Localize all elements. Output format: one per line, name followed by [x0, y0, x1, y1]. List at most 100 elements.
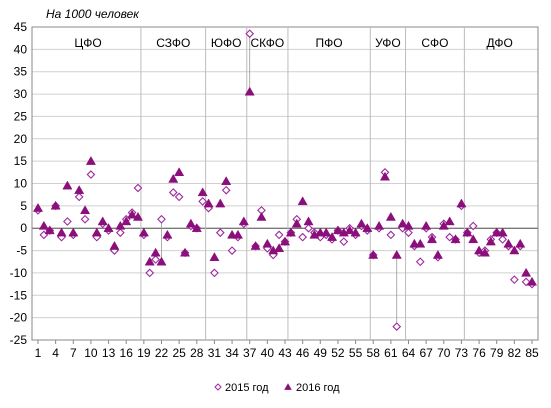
region-label: СФО [421, 36, 448, 50]
y-tick-label: 35 [14, 65, 28, 79]
point-2016 [256, 211, 267, 221]
point-2016 [250, 240, 261, 250]
point-2016 [321, 227, 332, 237]
region-label: ЮФО [211, 36, 242, 50]
point-2016 [344, 225, 355, 235]
point-2015 [274, 230, 284, 240]
point-2016 [203, 198, 214, 208]
x-tick-label: 28 [190, 346, 204, 360]
x-tick-label: 46 [296, 346, 310, 360]
y-tick-label: 20 [14, 132, 28, 146]
point-2016 [91, 227, 102, 237]
point-2016 [297, 196, 308, 206]
y-tick-label: -10 [10, 266, 28, 280]
point-2016 [462, 227, 473, 237]
point-2015 [63, 217, 72, 226]
point-2016 [138, 227, 149, 237]
point-2015 [168, 188, 178, 197]
point-2016 [362, 223, 373, 232]
point-2016 [115, 220, 126, 230]
point-2015 [415, 257, 425, 267]
x-tick-label: 82 [508, 346, 522, 360]
point-2016 [415, 238, 426, 248]
point-2016 [197, 187, 208, 197]
point-2016 [156, 256, 167, 266]
x-tick-label: 40 [261, 346, 275, 360]
point-2015 [157, 214, 166, 224]
point-2016 [509, 245, 520, 255]
point-2016 [191, 223, 202, 232]
point-2016 [285, 227, 296, 237]
point-2016 [350, 227, 361, 237]
point-2016 [444, 216, 455, 226]
legend-label-2015: 2015 год [225, 382, 269, 394]
point-2016 [356, 218, 367, 228]
region-label: ЦФО [74, 36, 101, 50]
region-dividers [140, 27, 465, 340]
point-2016 [150, 247, 161, 257]
y-tick-label: -25 [10, 333, 28, 347]
point-2015 [215, 228, 225, 238]
point-2016 [62, 180, 73, 190]
x-tick-label: 16 [120, 346, 134, 360]
point-2016 [162, 229, 173, 239]
x-tick-label: 79 [490, 346, 504, 360]
region-label: ДФО [486, 36, 512, 50]
point-2016 [327, 232, 338, 241]
grid-lines [31, 26, 539, 341]
point-2016 [391, 249, 402, 259]
point-2015 [115, 228, 125, 238]
point-2016 [109, 240, 120, 250]
y-tick-label: 15 [14, 154, 28, 168]
x-tick-label: 52 [331, 346, 345, 360]
point-2015 [521, 277, 531, 287]
point-2016 [232, 229, 243, 239]
point-2016 [127, 209, 138, 219]
point-2016 [438, 220, 449, 230]
point-2016 [421, 220, 432, 230]
point-2016 [468, 234, 479, 244]
point-2016 [185, 218, 196, 228]
point-2016 [379, 171, 391, 181]
x-tick-label: 67 [419, 346, 433, 360]
point-2015 [74, 192, 84, 202]
x-tick-label: 25 [172, 346, 186, 360]
point-2016 [456, 198, 467, 208]
x-tick-label: 31 [208, 346, 222, 360]
series-2015 [33, 29, 537, 331]
point-2016 [485, 236, 496, 246]
point-2015 [498, 235, 507, 244]
point-2016 [274, 243, 285, 253]
point-2016 [174, 167, 185, 177]
y-tick-label: 45 [14, 20, 28, 34]
point-2016 [215, 198, 226, 208]
point-2016 [332, 225, 343, 235]
point-2015 [151, 255, 160, 264]
y-tick-label: 0 [20, 221, 27, 235]
point-2016 [521, 267, 532, 277]
point-2016 [474, 245, 485, 255]
point-2016 [85, 156, 96, 165]
x-tick-label: 22 [155, 346, 169, 360]
point-2016 [279, 236, 291, 246]
y-axis: -25 -20 -15 -10 -5 0 5 10 15 20 25 30 35 40 45 [10, 20, 28, 347]
point-2015 [392, 322, 402, 331]
region-label: СКФО [251, 36, 285, 50]
point-2016 [244, 86, 255, 96]
point-2016 [503, 238, 514, 248]
point-2016 [97, 216, 108, 226]
x-tick-label: 7 [70, 346, 77, 360]
point-2016 [38, 220, 49, 230]
x-tick-label: 76 [472, 346, 486, 360]
x-tick-label: 85 [525, 346, 539, 360]
point-2016 [209, 252, 220, 261]
x-tick-label: 10 [84, 346, 98, 360]
legend-marker-2016 [284, 383, 292, 390]
point-2016 [44, 225, 55, 235]
point-2015 [133, 183, 143, 193]
y-tick-label: 10 [14, 177, 28, 191]
point-2016 [144, 256, 155, 266]
legend-label-2016: 2016 год [296, 382, 340, 394]
point-2015 [298, 232, 308, 242]
